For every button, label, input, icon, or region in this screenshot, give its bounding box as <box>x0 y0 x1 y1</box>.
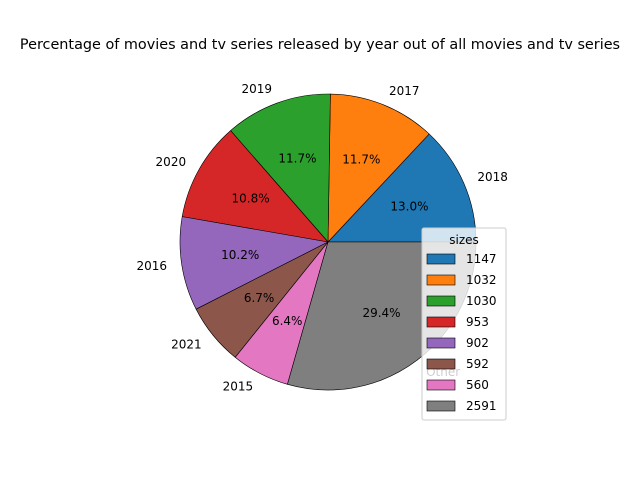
legend-swatch-6 <box>426 379 456 391</box>
category-label-2019: 2019 <box>241 82 272 96</box>
percent-label-2018: 13.0% <box>390 200 428 214</box>
legend-swatch-7 <box>426 400 456 412</box>
percent-labels: 13.0% 11.7% 11.7% 10.8% 10.2% 6.7% 6.4% 29.4% <box>221 152 428 328</box>
legend-entry-label-7: 2591 <box>466 399 497 413</box>
pie-slice-2017 <box>327 93 430 243</box>
legend-entries: 1147 1032 1030 953 902 592 560 2591 <box>426 252 497 413</box>
percent-label-2017: 11.7% <box>342 153 380 167</box>
legend-swatch-5 <box>426 358 456 370</box>
legend-swatch-3 <box>426 316 456 328</box>
pie-slice-2016 <box>179 216 329 310</box>
category-label-2015: 2015 <box>223 380 254 394</box>
percent-label-2019: 11.7% <box>278 152 316 166</box>
percent-label-other: 29.4% <box>362 306 400 320</box>
category-label-2017: 2017 <box>389 84 420 98</box>
legend-swatch-2 <box>426 295 456 307</box>
chart-title: Percentage of movies and tv series relea… <box>20 37 620 53</box>
category-label-2020: 2020 <box>156 155 187 169</box>
legend-entry-label-5: 592 <box>466 357 489 371</box>
legend-entry-label-2: 1030 <box>466 294 497 308</box>
legend-swatch-4 <box>426 337 456 349</box>
legend-entry-label-1: 1032 <box>466 273 497 287</box>
legend-swatch-1 <box>426 274 456 286</box>
legend: sizes 1147 1032 1030 953 902 592 560 2591 <box>421 227 507 421</box>
category-label-2016: 2016 <box>136 259 167 273</box>
legend-entry-label-3: 953 <box>466 315 489 329</box>
legend-entry-label-4: 902 <box>466 336 489 350</box>
legend-swatch-0 <box>426 253 456 265</box>
percent-label-2015: 6.4% <box>272 314 303 328</box>
percent-label-2016: 10.2% <box>221 248 259 262</box>
pie-slice-2019 <box>230 93 331 243</box>
legend-entry-label-6: 560 <box>466 378 489 392</box>
percent-label-2021: 6.7% <box>244 291 275 305</box>
category-label-2021: 2021 <box>171 338 202 352</box>
legend-title: sizes <box>449 233 479 247</box>
legend-entry-label-0: 1147 <box>466 252 497 266</box>
category-label-2018: 2018 <box>477 170 508 184</box>
percent-label-2020: 10.8% <box>232 191 270 205</box>
pie-slice-2020 <box>181 130 329 243</box>
